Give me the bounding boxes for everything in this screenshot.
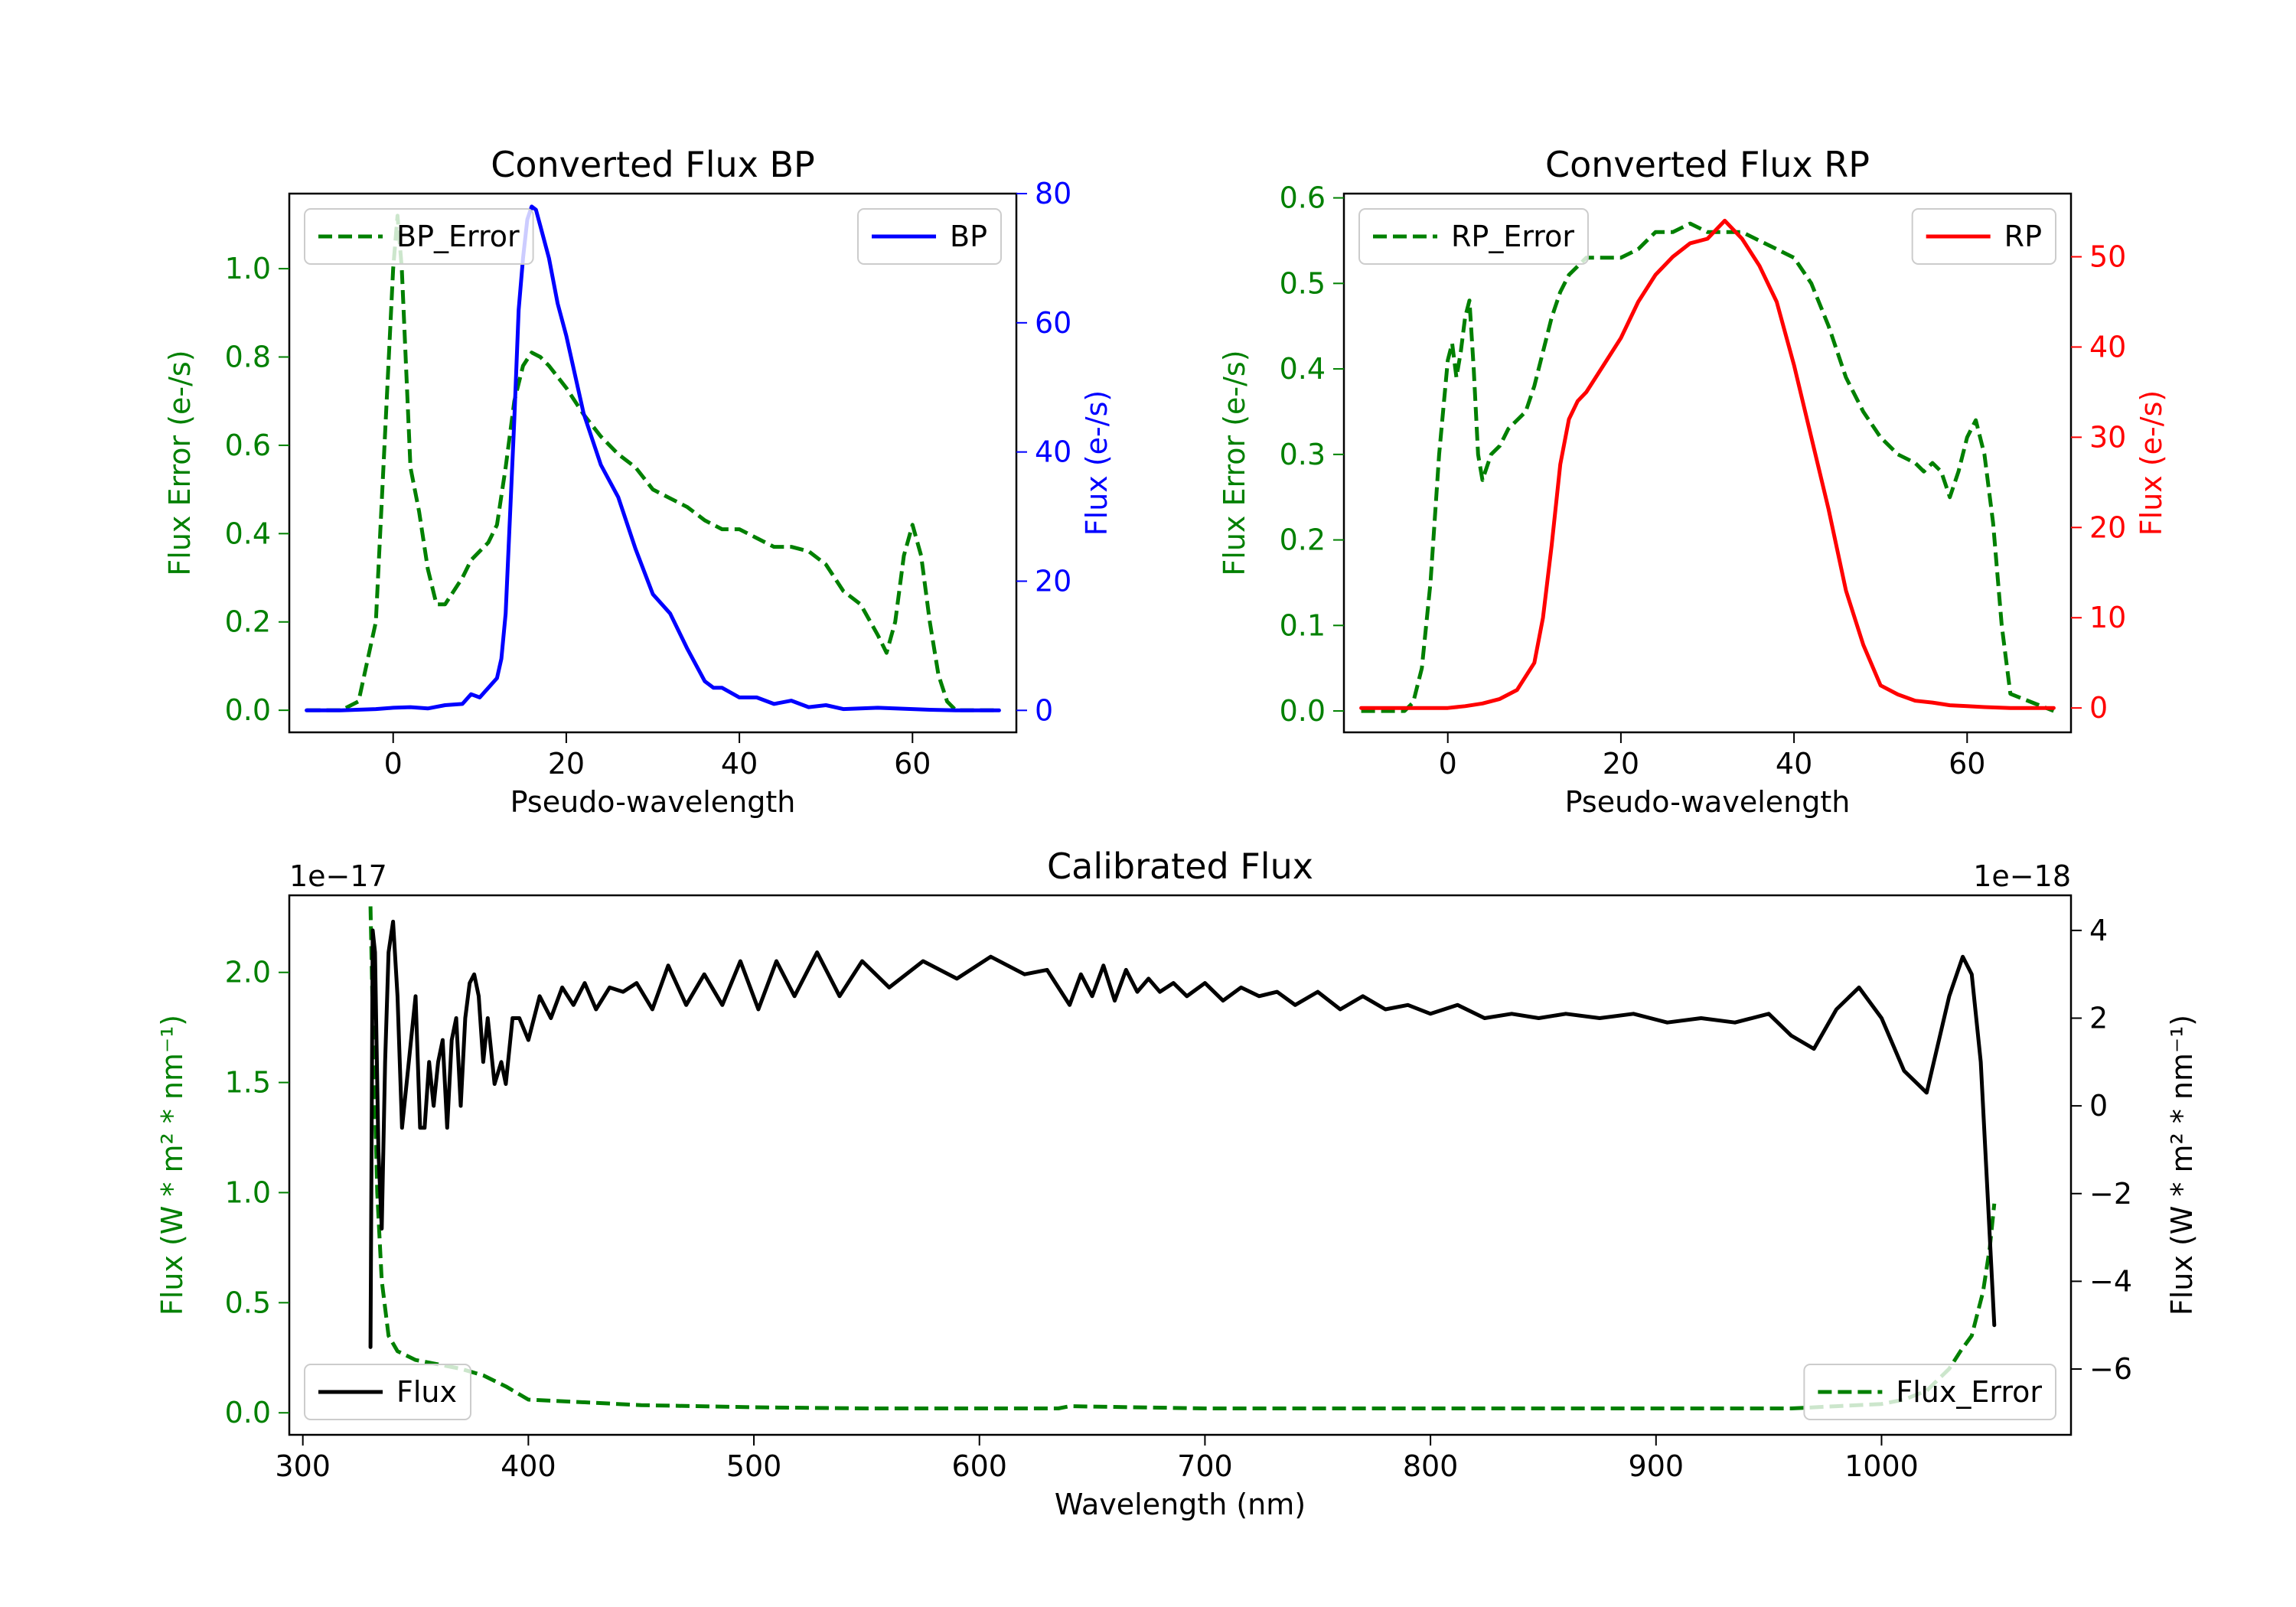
- y-right-tick-label: 30: [2089, 420, 2126, 454]
- x-tick-label: 900: [1629, 1449, 1684, 1483]
- x-tick-label: 20: [1603, 747, 1639, 781]
- series-line-rp-error: [1361, 221, 2055, 713]
- chart-title: Converted Flux BP: [491, 144, 815, 185]
- y-left-tick-label: 0.0: [225, 1396, 271, 1429]
- x-tick-label: 700: [1177, 1449, 1233, 1483]
- y-left-tick-label: 0.1: [1280, 608, 1326, 642]
- x-axis-label: Pseudo-wavelength: [510, 785, 796, 819]
- y-right-tick-label: 80: [1035, 177, 1071, 210]
- legend-flux-error: Flux_Error: [1803, 1364, 2056, 1420]
- y-right-tick-label: 2: [2089, 1001, 2108, 1035]
- x-tick-label: 20: [548, 747, 585, 781]
- series-line-rp: [1359, 218, 2056, 710]
- y-right-axis-label: Flux (W * m² * nm⁻¹): [2165, 1015, 2199, 1315]
- legend-label: Flux: [396, 1375, 457, 1409]
- legend-rp: RP: [1911, 208, 2056, 265]
- y-right-tick-label: −4: [2089, 1264, 2132, 1298]
- y-right-axis-label: Flux (e-/s): [1080, 390, 1114, 536]
- axes-frame: [288, 894, 2073, 1436]
- x-tick-label: 300: [275, 1449, 331, 1483]
- legend-bp-error: BP_Error: [304, 208, 534, 265]
- x-tick-label: 60: [1949, 747, 1985, 781]
- legend-box: [1358, 208, 1589, 265]
- y-left-tick-label: 0.2: [1280, 523, 1326, 557]
- y-right-tick-label: 60: [1035, 306, 1071, 340]
- x-axis-label: Pseudo-wavelength: [1565, 785, 1851, 819]
- y-right-tick-label: −2: [2089, 1177, 2132, 1211]
- x-axis-label: Wavelength (nm): [1055, 1488, 1306, 1521]
- chart-title: Calibrated Flux: [1047, 846, 1313, 887]
- x-tick-label: 40: [721, 747, 758, 781]
- x-tick-label: 1000: [1844, 1449, 1919, 1483]
- legend-bp: BP: [857, 208, 1002, 265]
- y-left-tick-label: 0.4: [1280, 352, 1326, 386]
- x-tick-label: 800: [1403, 1449, 1459, 1483]
- y-left-tick-label: 0.0: [225, 693, 271, 727]
- y-left-tick-label: 0.4: [225, 517, 271, 550]
- y-left-tick-label: 0.6: [225, 429, 271, 462]
- panel-converted-flux-rp: 0 20 40 60 0.0 0.1 0.2 0.3 0.4 0.5 0.6 0 10 20 30 40 50 C…: [1218, 144, 2168, 819]
- y-left-tick-label: 0.3: [1280, 438, 1326, 471]
- panel-calibrated-flux: 300 400 500 600 700 800 900 1000 0.0 0.5 1.0 1.5 2.0…: [155, 846, 2199, 1521]
- y-left-tick-label: 0.5: [225, 1286, 271, 1319]
- y-right-tick-label: 0: [2089, 1089, 2108, 1123]
- legend-box: [304, 1364, 471, 1420]
- y-right-tick-label: 50: [2089, 240, 2126, 274]
- y-right-axis-label: Flux (e-/s): [2135, 390, 2168, 536]
- legend-box: [304, 208, 534, 265]
- x-tick-label: 0: [384, 747, 403, 781]
- y-left-tick-label: 0.2: [225, 605, 271, 639]
- y-right-tick-label: 20: [2089, 510, 2126, 544]
- axes-frame: [1342, 192, 2073, 734]
- x-tick-label: 600: [951, 1449, 1007, 1483]
- x-tick-label: 400: [501, 1449, 556, 1483]
- y-left-tick-label: 0.8: [225, 341, 271, 374]
- x-tick-label: 60: [894, 747, 931, 781]
- y-left-axis-label: Flux Error (e-/s): [163, 350, 197, 575]
- y-left-axis-label: Flux Error (e-/s): [1218, 350, 1251, 575]
- legend-rp-error: RP_Error: [1358, 208, 1589, 265]
- series-line-bp: [305, 204, 1001, 712]
- chart-title: Converted Flux RP: [1545, 144, 1870, 185]
- y-left-tick-label: 1.0: [225, 252, 271, 285]
- legend-label: Flux_Error: [1896, 1375, 2042, 1409]
- panel-converted-flux-bp: 0 20 40 60 0.0 0.2 0.4 0.6 0.8 1.0 0 20 40 60 80 Conver…: [163, 144, 1114, 819]
- legend-flux: Flux: [304, 1364, 471, 1420]
- legend-box: [1803, 1364, 2056, 1420]
- y-right-tick-label: −6: [2089, 1352, 2132, 1386]
- legend-label: BP: [950, 220, 987, 253]
- y-right-tick-label: 4: [2089, 914, 2108, 947]
- y-left-tick-label: 0.0: [1280, 694, 1326, 728]
- y-right-tick-label: 40: [2089, 330, 2126, 363]
- y-left-tick-label: 1.0: [225, 1175, 271, 1209]
- y-left-tick-label: 2.0: [225, 956, 271, 989]
- y-right-tick-label: 20: [1035, 564, 1071, 598]
- y-left-tick-label: 1.5: [225, 1066, 271, 1100]
- x-tick-label: 500: [726, 1449, 782, 1483]
- y-left-tick-label: 0.6: [1280, 181, 1326, 215]
- legend-label: RP: [2004, 220, 2042, 253]
- x-tick-label: 0: [1439, 747, 1457, 781]
- y-right-offset-text: 1e−18: [1973, 859, 2071, 893]
- axes-frame: [288, 192, 1018, 734]
- legend-label: RP_Error: [1451, 220, 1574, 253]
- y-right-tick-label: 10: [2089, 601, 2126, 634]
- legend-label: BP_Error: [396, 220, 520, 253]
- y-left-axis-label: Flux (W * m² * nm⁻¹): [155, 1015, 189, 1315]
- y-right-tick-label: 40: [1035, 435, 1071, 469]
- y-left-tick-label: 0.5: [1280, 266, 1326, 300]
- y-left-offset-text: 1e−17: [289, 859, 387, 893]
- x-tick-label: 40: [1776, 747, 1812, 781]
- y-right-tick-label: 0: [2089, 691, 2108, 725]
- series-line-flux: [368, 919, 1997, 1349]
- y-right-tick-label: 0: [1035, 693, 1053, 727]
